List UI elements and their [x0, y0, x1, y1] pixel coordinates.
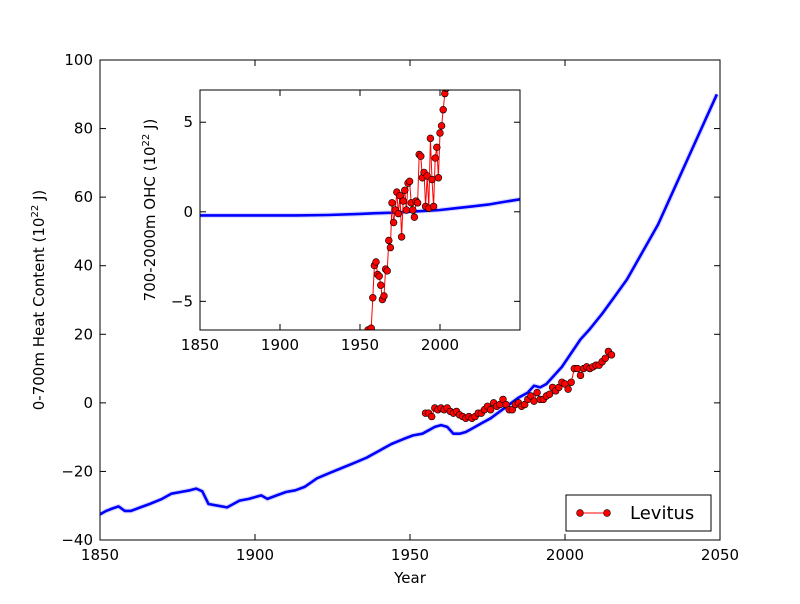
- main-levitus-point: [486, 406, 495, 414]
- x-axis-title: Year: [393, 569, 427, 587]
- inset-observations-point: [377, 281, 385, 289]
- inset-ticks: 1850 1900 1950 2000 −5 0 5: [171, 90, 520, 354]
- inset-observations-point: [417, 152, 425, 160]
- inset-plot: 1850 1900 1950 2000 −5 0 5 700-2000m OHC (1022…: [141, 89, 521, 354]
- main-levitus-point: [607, 351, 616, 359]
- inset-observations-point: [386, 243, 395, 252]
- main-levitus-point: [530, 397, 538, 405]
- inset-observations-point: [367, 324, 375, 330]
- main-y-tick-label: −40: [61, 531, 93, 549]
- inset-observations-point: [429, 202, 438, 211]
- inset-observations-point: [434, 174, 443, 182]
- main-x-tick-label: 1900: [236, 546, 274, 564]
- inset-observations-point: [394, 209, 403, 218]
- y-axis-title-main: 0-700m Heat Content (10: [30, 218, 48, 411]
- legend-label-levitus: Levitus: [630, 503, 694, 524]
- main-x-tick-label: 1950: [391, 546, 429, 564]
- inset-observations-point: [372, 258, 380, 266]
- inset-observations-point: [413, 199, 422, 207]
- main-y-tick-label: 0: [83, 394, 93, 412]
- main-ticks: 1850 1900 1950 2000 2050 −40 −20 0 20 40 60 80 100: [61, 51, 739, 564]
- inset-x-tick-label: 2000: [421, 336, 459, 354]
- y-axis-title: 0-700m Heat Content (1022 J): [30, 190, 48, 410]
- inset-observations-point: [385, 236, 393, 245]
- inset-observations-point: [402, 206, 411, 214]
- inset-x-tick-label: 1900: [261, 336, 299, 354]
- inset-observations-point: [396, 191, 404, 200]
- inset-plot-background: [200, 90, 520, 330]
- main-y-tick-label: 80: [74, 120, 93, 138]
- inset-observations-point: [437, 122, 446, 130]
- y-axis-title-tail: J): [30, 190, 48, 205]
- inset-observations-point: [380, 292, 388, 300]
- main-levitus-point: [567, 378, 575, 386]
- main-x-tick-label: 2050: [701, 546, 739, 564]
- inset-y-axis-title: 700-2000m OHC (1022 J): [141, 119, 159, 302]
- main-y-tick-label: 100: [64, 51, 93, 69]
- inset-observations-point: [433, 143, 441, 152]
- inset-observations-point: [439, 106, 447, 114]
- main-y-tick-label: 60: [74, 188, 93, 206]
- inset-x-tick-label: 1950: [341, 336, 379, 354]
- inset-y-tick-label: 5: [183, 113, 193, 131]
- main-x-tick-label: 1850: [81, 546, 119, 564]
- inset-y-axis-title-sup: 22: [141, 134, 152, 147]
- inset-observations-point: [383, 267, 391, 275]
- inset-y-tick-label: −5: [171, 292, 193, 310]
- inset-observations-point: [431, 154, 439, 162]
- inset-observations-point: [397, 233, 406, 241]
- inset-observations-point: [375, 272, 383, 280]
- inset-observations-point: [369, 294, 377, 302]
- inset-observations-point: [410, 213, 419, 221]
- main-levitus-point: [428, 412, 436, 421]
- main-levitus-point: [545, 390, 554, 398]
- main-levitus-point: [601, 354, 609, 362]
- inset-observations-point: [409, 206, 417, 214]
- inset-y-tick-label: 0: [183, 203, 193, 221]
- inset-observations-point: [405, 177, 414, 186]
- inset-observations-point: [426, 134, 435, 143]
- main-levitus-point: [576, 371, 585, 380]
- inset-y-axis-title-main: 700-2000m OHC (10: [141, 146, 159, 301]
- y-axis-title-sup: 22: [30, 205, 41, 218]
- inset-observations-point: [388, 199, 396, 207]
- main-series-layer: [100, 93, 720, 517]
- inset-series-layer: [200, 90, 520, 330]
- main-levitus-point: [564, 385, 572, 393]
- main-model-curve-line: [100, 93, 719, 516]
- legend: Levitus: [565, 494, 712, 532]
- inset-y-axis-title-tail: J): [141, 119, 159, 134]
- inset-observations-point: [399, 197, 407, 205]
- main-levitus-point: [573, 364, 582, 373]
- legend-swatch-marker-right: [603, 509, 611, 517]
- inset-observations-point: [389, 218, 398, 227]
- main-x-tick-label: 2000: [546, 546, 584, 564]
- main-levitus-point: [533, 388, 541, 397]
- inset-x-tick-label: 1850: [181, 336, 219, 354]
- main-y-tick-label: −20: [61, 462, 93, 480]
- main-y-tick-label: 20: [74, 325, 93, 343]
- legend-box: [565, 494, 712, 532]
- main-y-tick-label: 40: [74, 257, 93, 275]
- inset-observations-point: [436, 129, 444, 137]
- inset-observations-point: [428, 175, 436, 184]
- inset-observations-point: [401, 186, 409, 194]
- legend-swatch-marker-left: [576, 509, 584, 517]
